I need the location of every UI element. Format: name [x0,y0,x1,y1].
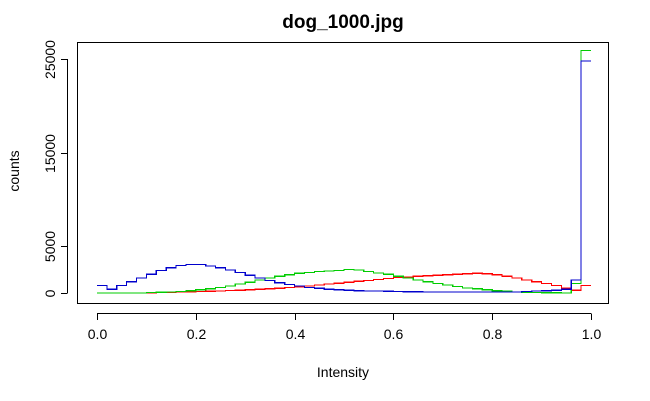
y-tick-label: 5000 [42,231,58,262]
x-tick-label: 0.4 [286,326,306,342]
blue-channel-series [97,60,591,293]
chart-title: dog_1000.jpg [282,12,403,33]
green-channel-series [97,50,591,294]
x-tick-label: 1.0 [582,326,602,342]
y-tick-label: 0 [42,289,58,297]
plot-frame [77,42,609,304]
x-tick-label: 0.6 [384,326,404,342]
x-tick-label: 0.2 [187,326,207,342]
x-tick-label: 0.0 [88,326,108,342]
y-axis-label: counts [6,150,22,191]
y-axis: 0 5000 15000 25000 [42,40,68,297]
series-layer [97,50,591,294]
red-channel-series [97,272,591,294]
x-tick-label: 0.8 [483,326,503,342]
y-tick-label: 15000 [42,134,58,173]
y-tick-label: 25000 [42,40,58,79]
x-axis-label: Intensity [317,364,369,380]
x-axis: 0.0 0.2 0.4 0.6 0.8 1.0 [88,313,602,342]
